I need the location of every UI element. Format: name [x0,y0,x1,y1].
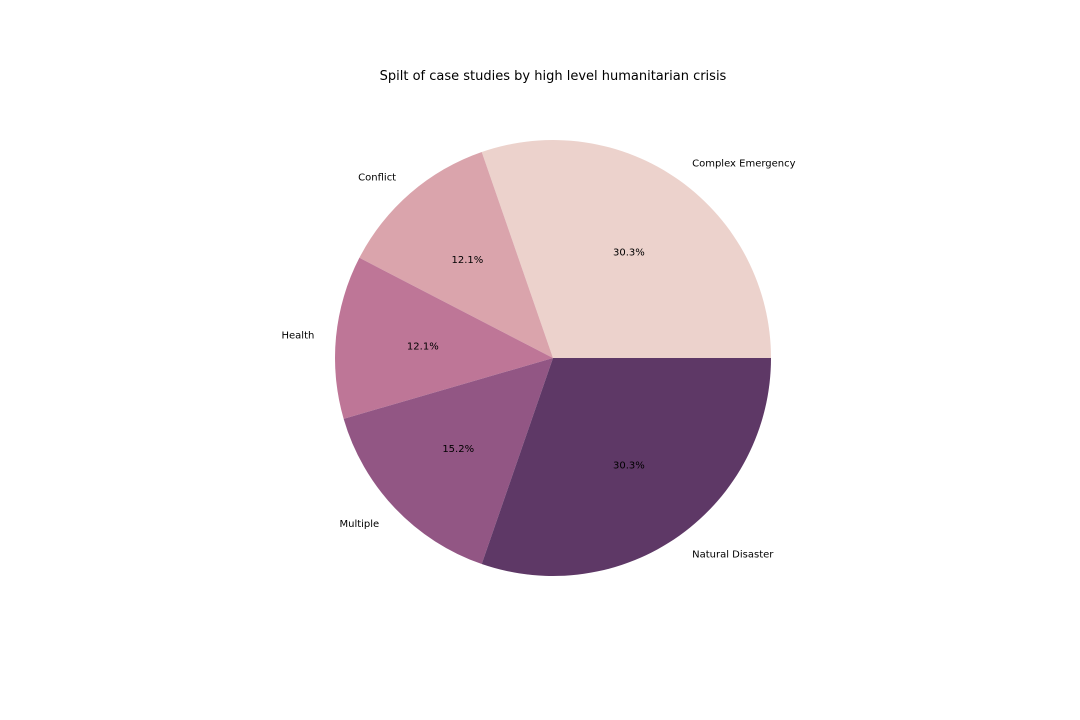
slice-pct-health: 12.1% [407,341,439,352]
pie-slice-natural-disaster [481,358,771,576]
slice-pct-complex-emergency: 30.3% [613,247,645,258]
slice-label-health: Health [281,331,314,342]
pie-slice-conflict [359,151,553,358]
pie-slice-multiple [343,358,553,565]
pie-labels: Complex Emergency 30.3% Conflict 12.1% Healt… [281,159,795,561]
slice-label-conflict: Conflict [358,173,396,184]
pie-slices [334,139,771,576]
slice-pct-multiple: 15.2% [442,444,474,455]
slice-pct-natural-disaster: 30.3% [613,461,645,472]
pie-slice-health [334,257,553,419]
chart-title: Spilt of case studies by high level huma… [380,69,727,84]
slice-pct-conflict: 12.1% [452,255,484,266]
slice-label-natural-disaster: Natural Disaster [692,549,774,560]
pie-slice-complex-emergency [481,139,771,358]
slice-label-complex-emergency: Complex Emergency [692,159,796,170]
slice-label-multiple: Multiple [339,519,379,530]
